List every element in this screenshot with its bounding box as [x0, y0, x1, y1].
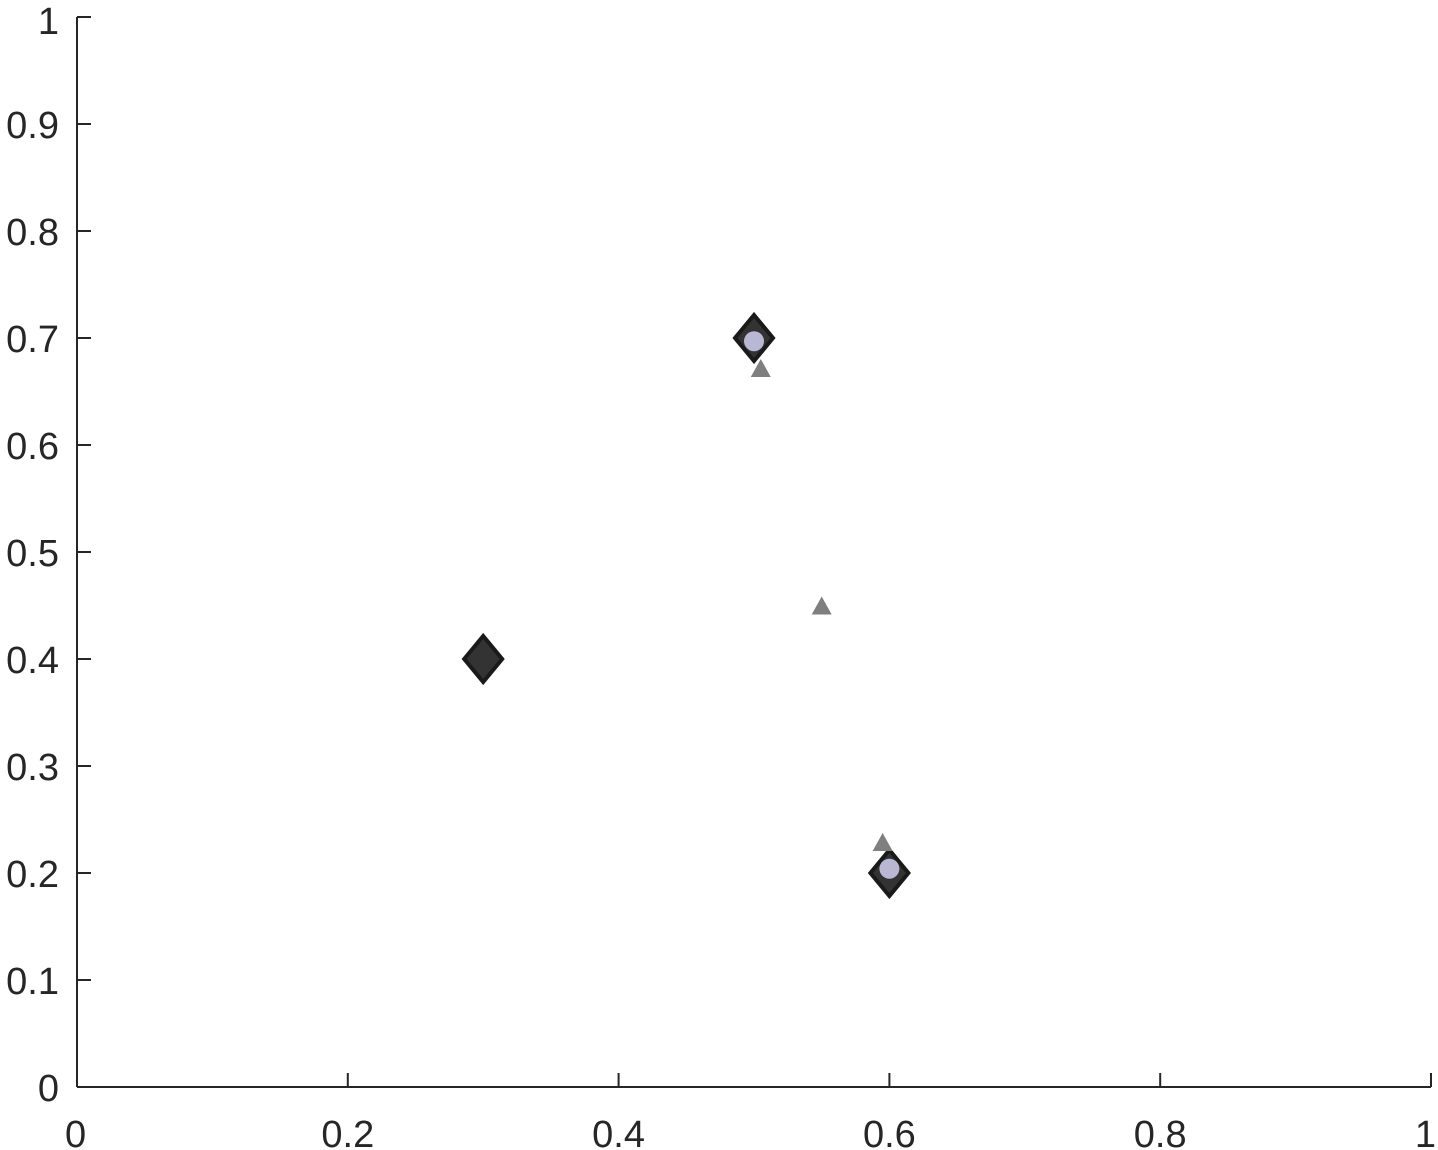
y-tick-label: 0.7: [6, 319, 59, 361]
x-tick-label: 0.4: [592, 1114, 645, 1150]
y-axis-ticks: 0 0.1 0.2 0.3 0.4 0.5 0.6 0.7 0.8 0.9 1: [6, 1, 91, 1110]
y-tick-label: 0.4: [6, 640, 59, 682]
y-tick-label: 0.5: [6, 533, 59, 575]
y-tick-label: 0.2: [6, 854, 59, 896]
y-tick-label: 0.1: [6, 961, 59, 1003]
y-tick-label: 0.6: [6, 426, 59, 468]
axes: [76, 17, 1431, 1088]
triangle-point: [811, 596, 832, 615]
y-tick-label: 1: [38, 1, 59, 43]
triangle-point: [872, 832, 893, 851]
x-tick-label: 1: [1415, 1114, 1436, 1150]
y-tick-label: 0.3: [6, 747, 59, 789]
circle-point: [879, 858, 900, 879]
y-tick-label: 0: [38, 1068, 59, 1110]
x-tick-label: 0.8: [1134, 1114, 1187, 1150]
x-tick-label: 0.6: [863, 1114, 916, 1150]
circle-point: [744, 331, 764, 352]
y-tick-label: 0.8: [6, 212, 59, 254]
triangle-point: [750, 358, 771, 377]
x-tick-label: 0: [65, 1114, 86, 1150]
diamond-point: [461, 632, 505, 686]
y-tick-label: 0.9: [6, 105, 59, 147]
x-axis-ticks: 0 0.2 0.4 0.6 0.8 1: [65, 1073, 1436, 1150]
x-tick-label: 0.2: [321, 1114, 374, 1150]
plot-area: [461, 311, 911, 900]
